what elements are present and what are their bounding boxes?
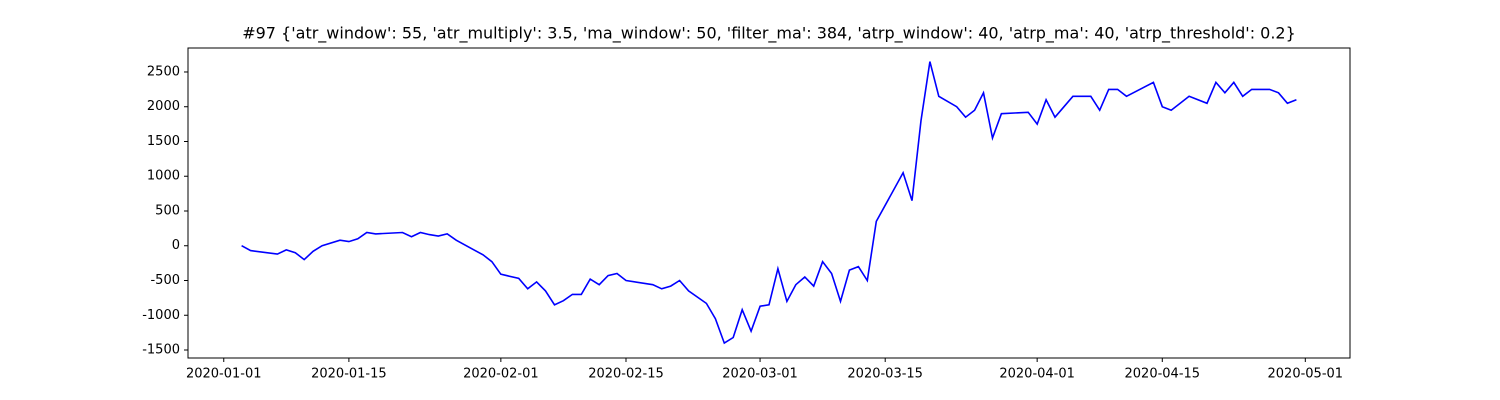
x-tick-label: 2020-02-01: [463, 367, 539, 382]
y-tick-label: 1000: [147, 169, 180, 184]
x-tick-label: 2020-02-15: [588, 367, 664, 382]
y-tick-label: 500: [155, 203, 180, 218]
x-tick-label: 2020-03-15: [847, 367, 923, 382]
chart-title: #97 {'atr_window': 55, 'atr_multiply': 3…: [242, 24, 1296, 44]
plot-frame: [187, 47, 1351, 359]
y-tick-label: -1000: [142, 308, 180, 323]
y-tick-label: 2000: [147, 99, 180, 114]
x-tick-label: 2020-04-15: [1125, 367, 1201, 382]
x-tick-label: 2020-03-01: [722, 367, 798, 382]
y-tick-label: 1500: [147, 134, 180, 149]
x-tick-label: 2020-01-01: [186, 367, 262, 382]
x-tick-label: 2020-04-01: [999, 367, 1075, 382]
line: [241, 61, 1297, 345]
y-tick-label: 2500: [147, 64, 180, 79]
x-tick-label: 2020-05-01: [1268, 367, 1344, 382]
y-tick-label: -500: [150, 273, 180, 288]
y-tick-label: -1500: [142, 343, 180, 358]
x-tick-label: 2020-01-15: [311, 367, 387, 382]
y-tick-label: 0: [172, 238, 180, 253]
